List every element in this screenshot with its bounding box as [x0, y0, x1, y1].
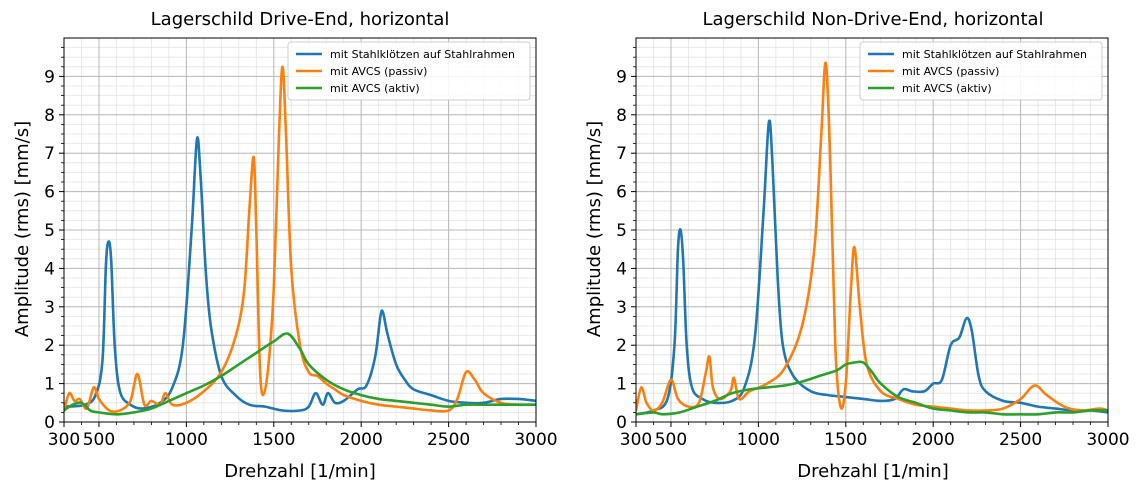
x-tick-label: 300 [48, 430, 80, 450]
legend: mit Stahlklötzen auf Stahlrahmen mit AVCS… [287, 41, 531, 101]
legend-label: mit AVCS (passiv) [902, 65, 999, 78]
legend-label: mit Stahlklötzen auf Stahlrahmen [330, 48, 515, 61]
y-tick-label: 5 [616, 221, 627, 241]
x-tick-label: 2000 [340, 430, 383, 450]
series-group [64, 65, 536, 416]
series-line [636, 119, 1108, 416]
series-line [64, 136, 536, 413]
x-tick-label: 1500 [824, 430, 867, 450]
y-tick-label: 1 [44, 375, 55, 395]
series-line [64, 65, 536, 414]
y-axis-label: Amplitude (rms) [mm/s] [12, 121, 33, 337]
x-tick-label: 3000 [514, 430, 557, 450]
y-tick-label: 4 [616, 259, 627, 279]
legend-box [287, 41, 531, 101]
y-axis-label: Amplitude (rms) [mm/s] [584, 121, 605, 337]
y-tick-label: 9 [44, 67, 55, 87]
x-tick-label: 2000 [912, 430, 955, 450]
x-tick-label: 3000 [1086, 430, 1129, 450]
y-tick-label: 8 [616, 106, 627, 126]
legend-label: mit Stahlklötzen auf Stahlrahmen [902, 48, 1087, 61]
y-tick-label: 1 [616, 375, 627, 395]
chart-title: Lagerschild Drive-End, horizontal [151, 9, 450, 30]
chart-title: Lagerschild Non-Drive-End, horizontal [702, 9, 1043, 30]
y-tick-label: 4 [44, 259, 55, 279]
y-tick-label: 5 [44, 221, 55, 241]
x-tick-label: 500 [655, 430, 687, 450]
x-tick-label: 300 [620, 430, 652, 450]
y-tick-label: 3 [44, 298, 55, 318]
legend-label: mit AVCS (aktiv) [902, 82, 992, 95]
x-tick-label: 1000 [737, 430, 780, 450]
x-axis-label: Drehzahl [1/min] [797, 461, 948, 482]
x-tick-label: 1000 [165, 430, 208, 450]
y-tick-label: 7 [616, 144, 627, 164]
x-tick-label: 2500 [427, 430, 470, 450]
legend-box [859, 41, 1103, 101]
legend-label: mit AVCS (passiv) [330, 65, 427, 78]
y-tick-label: 2 [44, 336, 55, 356]
y-tick-label: 9 [616, 67, 627, 87]
y-tick-label: 0 [616, 413, 627, 433]
y-tick-label: 6 [616, 183, 627, 203]
x-tick-label: 500 [83, 430, 115, 450]
legend: mit Stahlklötzen auf Stahlrahmen mit AVCS… [859, 41, 1103, 101]
y-tick-label: 7 [44, 144, 55, 164]
y-tick-label: 0 [44, 413, 55, 433]
x-tick-label: 2500 [999, 430, 1042, 450]
y-tick-label: 6 [44, 183, 55, 203]
y-tick-label: 8 [44, 106, 55, 126]
series-line [636, 360, 1108, 416]
y-tick-label: 3 [616, 298, 627, 318]
series-line [64, 332, 536, 416]
series-group [636, 61, 1108, 416]
x-axis-label: Drehzahl [1/min] [224, 461, 375, 482]
chart-panel-drive-end: Lagerschild Drive-End, horizontal Amplit… [12, 9, 558, 482]
chart-panel-non-drive-end: Lagerschild Non-Drive-End, horizontal Am… [584, 9, 1130, 482]
y-tick-label: 2 [616, 336, 627, 356]
x-tick-label: 1500 [252, 430, 295, 450]
legend-label: mit AVCS (aktiv) [330, 82, 420, 95]
